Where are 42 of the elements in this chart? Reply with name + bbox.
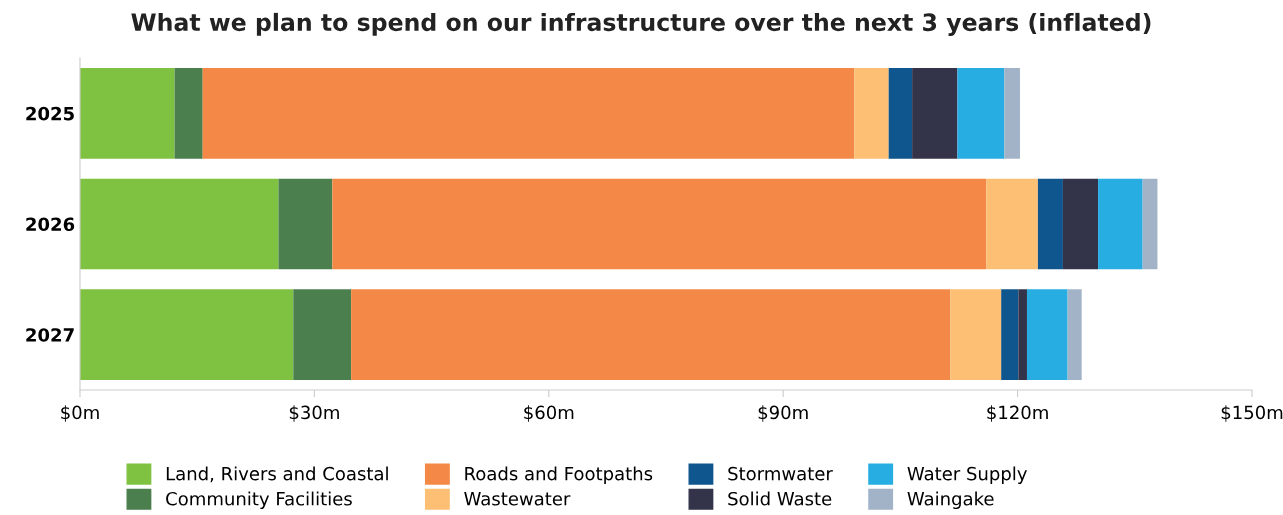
legend-label: Community Facilities	[166, 491, 352, 510]
bar	[80, 178, 279, 270]
legend-label: Land, Rivers and Coastal	[166, 466, 388, 483]
x-tick-label: $30m	[289, 405, 339, 422]
bar	[888, 67, 913, 159]
bar	[293, 289, 352, 381]
bar	[1004, 67, 1020, 159]
y-tick-label: 2026	[26, 217, 75, 232]
bar	[1142, 178, 1158, 270]
x-tick-label: $60m	[524, 405, 574, 422]
chart-title: What we plan to spend on our infrastructure over the next 3 years (inflated)	[131, 12, 1151, 36]
bar	[351, 289, 951, 381]
bar	[1001, 289, 1019, 381]
bar	[1098, 178, 1143, 270]
legend-label: Solid Waste	[728, 491, 832, 506]
bar	[278, 178, 333, 270]
bar	[912, 67, 958, 159]
bar	[332, 178, 987, 270]
bar	[1037, 178, 1063, 270]
y-tick-label: 2027	[26, 328, 74, 342]
bar	[1026, 289, 1068, 381]
x-tick-label: $90m	[758, 405, 808, 422]
x-tick-label: $0m	[61, 405, 99, 422]
bar	[1067, 289, 1082, 381]
x-tick-label: $120m	[987, 405, 1048, 422]
legend-label: Roads and Footpaths	[465, 466, 653, 484]
bar	[80, 67, 175, 159]
bar	[202, 67, 855, 159]
bar	[174, 67, 203, 159]
bar	[957, 67, 1005, 159]
bar	[80, 289, 294, 381]
y-tick-label: 2025	[26, 106, 74, 121]
bar	[854, 67, 889, 159]
bar	[1062, 178, 1099, 270]
x-tick-label: $150m	[1221, 405, 1283, 422]
legend-label: Waingake	[907, 491, 994, 510]
legend-label: Wastewater	[464, 492, 571, 506]
legend-label: Stormwater	[728, 466, 833, 481]
bar	[950, 289, 1002, 381]
legend-label: Water Supply	[907, 466, 1027, 484]
bar	[1018, 289, 1027, 381]
bar	[986, 178, 1038, 270]
